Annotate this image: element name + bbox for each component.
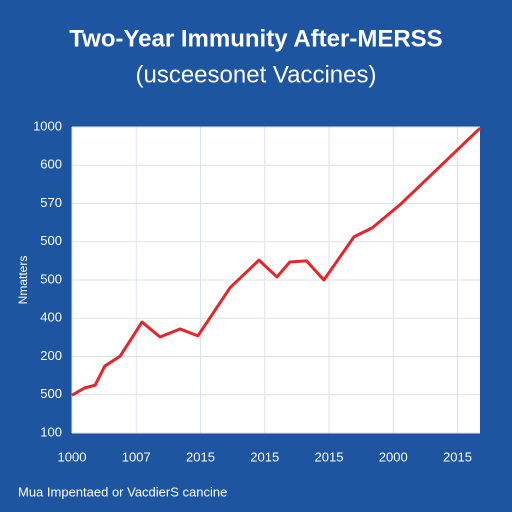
chart-title: Two-Year Immunity After-MERSS xyxy=(69,25,442,52)
y-tick-label: 200 xyxy=(40,348,62,363)
x-tick-label: 1007 xyxy=(122,449,151,464)
y-tick-label: 600 xyxy=(40,157,62,172)
y-tick-label: 500 xyxy=(40,271,62,286)
x-tick-label: 2015 xyxy=(443,449,472,464)
chart-subtitle: (usceesonet Vaccines) xyxy=(135,61,376,88)
x-tick-label: 2015 xyxy=(186,449,215,464)
y-tick-label: 570 xyxy=(40,195,62,210)
x-tick-label: 2000 xyxy=(379,449,408,464)
y-tick-label: 400 xyxy=(40,310,62,325)
y-axis-label: Nmatters xyxy=(16,256,30,305)
data-line xyxy=(71,127,482,397)
footnote: Mua Impentaed or VacdierS cancine xyxy=(18,484,227,499)
y-tick-label: 100 xyxy=(40,424,62,439)
y-tick-label: 500 xyxy=(40,233,62,248)
y-tick-label: 1000 xyxy=(33,118,62,133)
x-tick-label: 2015 xyxy=(250,449,279,464)
x-tick-label: 1000 xyxy=(58,449,87,464)
x-tick-label: 2015 xyxy=(315,449,344,464)
y-tick-label: 500 xyxy=(40,386,62,401)
